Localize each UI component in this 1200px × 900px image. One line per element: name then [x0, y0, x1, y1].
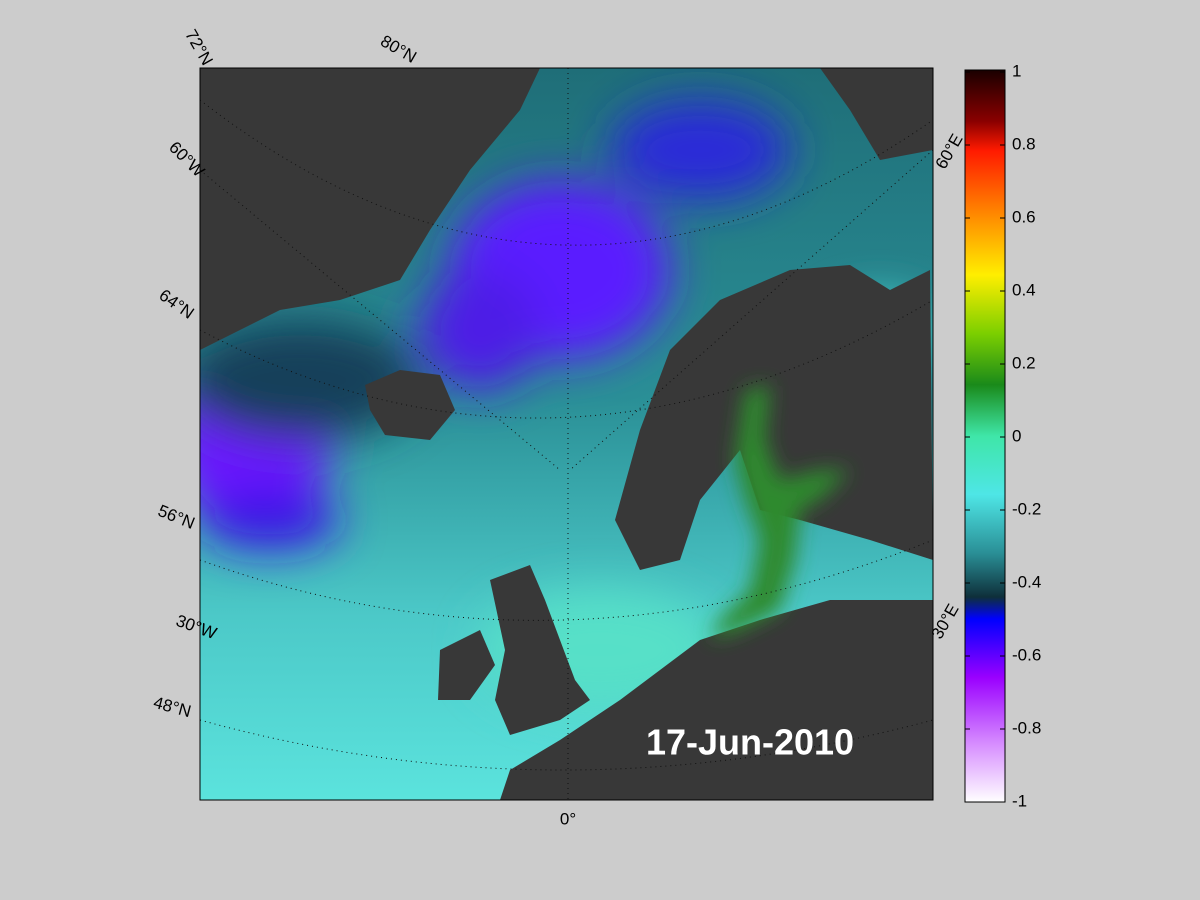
graticule-label: 72°N [181, 26, 216, 68]
graticule-label: 48°N [151, 693, 193, 721]
colorbar-tick-label: 0 [1012, 426, 1021, 445]
colorbar-tick-label: -0.8 [1012, 718, 1041, 737]
colorbar-tick-label: -0.4 [1012, 572, 1041, 591]
colorbar-tick-label: -0.6 [1012, 645, 1041, 664]
map-frame [199, 67, 934, 801]
colorbar-tick-label: 0.2 [1012, 353, 1036, 372]
graticule-label: 80°N [377, 31, 419, 66]
graticule [200, 68, 933, 800]
colorbar-tick-label: -1 [1012, 791, 1027, 810]
date-label: 17-Jun-2010 [646, 722, 854, 763]
land [200, 68, 933, 800]
colorbar-tick-label: 1 [1012, 61, 1021, 80]
colorbar-tick-label: -0.2 [1012, 499, 1041, 518]
graticule-label: 56°N [155, 501, 197, 533]
colorbar-tick-label: 0.8 [1012, 134, 1036, 153]
graticule-label: 60°E [932, 131, 967, 173]
colorbar-tick-label: 0.6 [1012, 207, 1036, 226]
map [200, 68, 933, 800]
graticule-label: 64°N [156, 285, 198, 322]
baltic [710, 385, 850, 640]
colorbar [964, 69, 1006, 803]
colorbar-tick-label: 0.4 [1012, 280, 1036, 299]
graticule-label: 0° [560, 809, 576, 828]
